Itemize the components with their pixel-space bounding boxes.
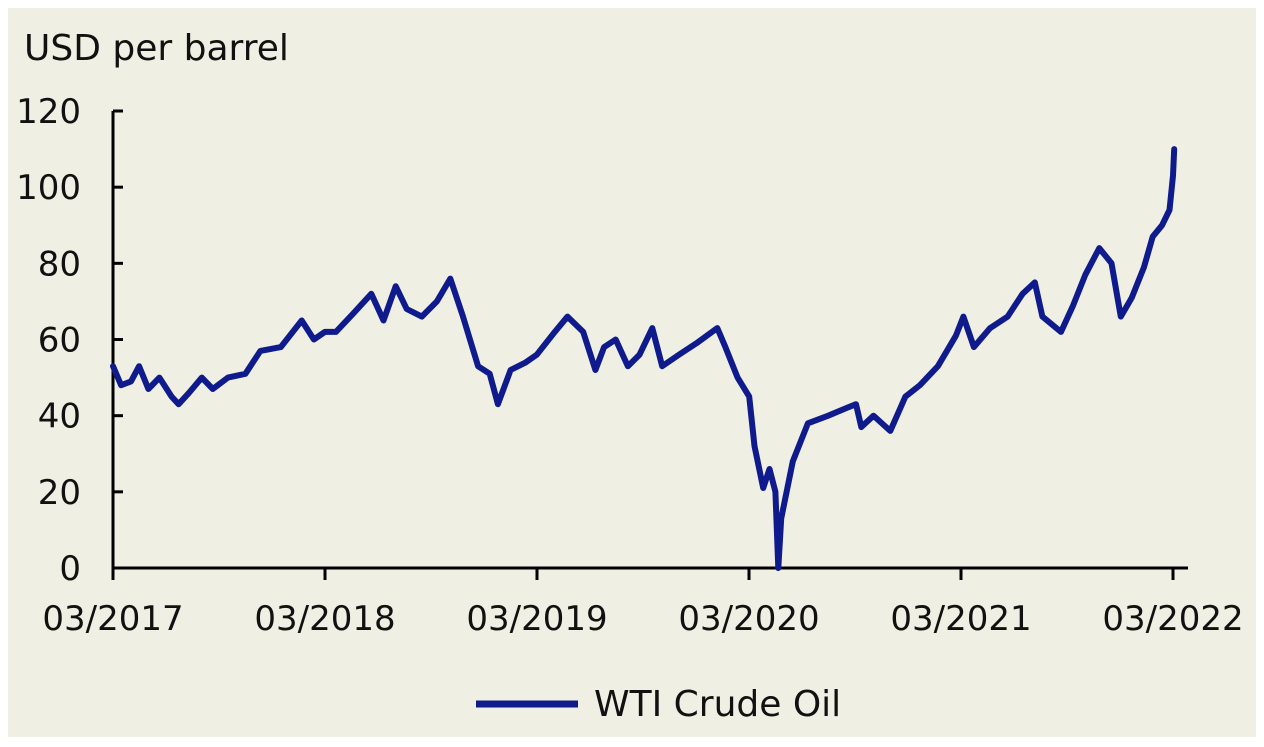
chart-frame: USD per barrel 0 20 40 60 80 100 120 03/2017 03…: [8, 8, 1256, 737]
y-axis-title: USD per barrel: [24, 28, 289, 69]
x-tick-label: 03/2022: [1102, 599, 1243, 639]
y-tick-label: 80: [38, 244, 81, 284]
series-line-wti: [110, 146, 1178, 571]
y-tick-label: 0: [59, 549, 81, 589]
legend-label: WTI Crude Oil: [594, 684, 841, 725]
x-tick-label: 03/2021: [890, 599, 1031, 639]
y-tick-label: 100: [16, 168, 81, 208]
y-tick-label: 120: [16, 92, 81, 132]
x-axis: 03/2017 03/2018 03/2019 03/2020 03/2021 03/20…: [42, 566, 1244, 639]
y-axis: 0 20 40 60 80 100 120: [16, 92, 123, 589]
x-tick-label: 03/2020: [678, 599, 819, 639]
y-tick-label: 60: [38, 321, 81, 361]
x-tick-label: 03/2017: [42, 599, 183, 639]
legend: WTI Crude Oil: [476, 684, 841, 725]
y-tick-label: 40: [38, 397, 81, 437]
x-tick-label: 03/2019: [466, 599, 607, 639]
y-tick-label: 20: [38, 473, 81, 513]
x-tick-label: 03/2018: [254, 599, 395, 639]
